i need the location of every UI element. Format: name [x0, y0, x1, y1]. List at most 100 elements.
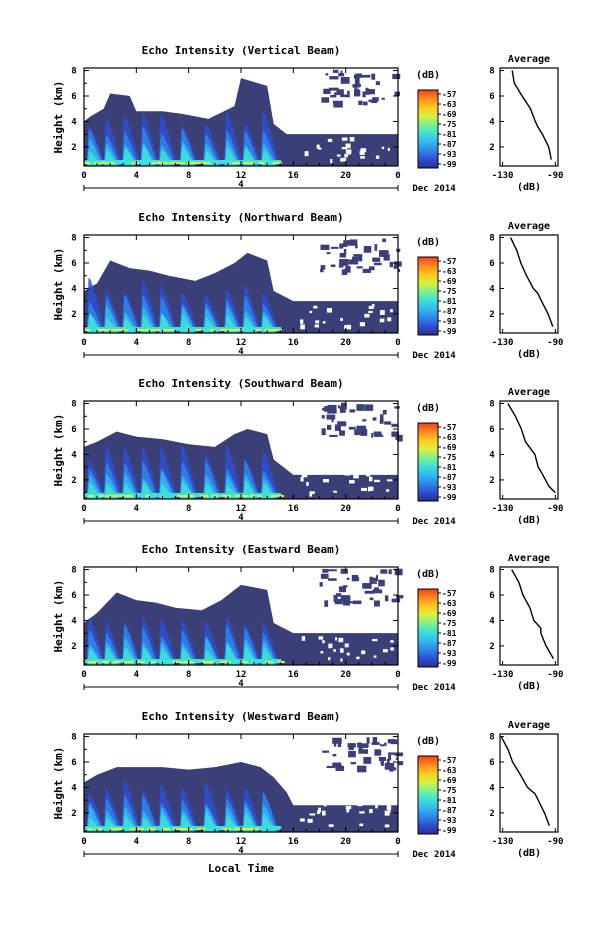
y-tick-label: 8	[71, 67, 76, 77]
x-tick-label: 4	[134, 504, 140, 514]
colorbar-tick-label: -69	[442, 110, 457, 119]
average-frame	[499, 67, 559, 167]
echo-speckle	[380, 759, 384, 764]
echo-speckle	[333, 100, 343, 108]
echo-gap	[359, 322, 366, 327]
surface-strong-echo	[135, 828, 144, 830]
echo-speckle	[389, 767, 394, 772]
echo-gap	[327, 138, 333, 143]
x-tick-label: 8	[186, 338, 191, 348]
echo-speckle	[358, 749, 369, 754]
avg-y-tick-label: 2	[489, 310, 494, 320]
echo-gap	[340, 317, 343, 322]
echo-speckle	[340, 568, 348, 574]
echo-speckle	[321, 428, 326, 436]
x-tick-label: 0	[81, 338, 86, 348]
echo-speckle	[363, 246, 372, 253]
surface-strong-echo	[176, 661, 183, 663]
x-tick-label: 16	[288, 171, 299, 181]
echo-gap	[359, 811, 365, 814]
surface-strong-echo	[151, 661, 157, 663]
colorbar-tick-label: -87	[442, 639, 457, 648]
echo-speckle	[324, 600, 329, 607]
echo-speckle	[340, 94, 349, 98]
avg-x-tick-label: -90	[547, 504, 563, 514]
echo-gap	[375, 155, 380, 159]
surface-strong-echo	[196, 828, 206, 830]
echo-speckle	[329, 76, 339, 80]
echo-gap	[384, 470, 387, 475]
surface-strong-echo	[182, 495, 190, 497]
echo-gap	[387, 317, 392, 322]
echo-gap	[344, 643, 349, 648]
echo-gap	[368, 486, 374, 491]
echo-speckle	[326, 252, 331, 255]
x-tick-label: 20	[340, 837, 351, 847]
echo-gap	[320, 651, 324, 654]
echo-speckle	[333, 742, 337, 747]
echo-speckle	[373, 262, 382, 266]
echo-gap	[353, 473, 359, 479]
y-tick-label: 4	[71, 783, 77, 793]
echo-speckle	[394, 406, 400, 409]
echo-speckle	[336, 89, 344, 96]
echo-speckle	[366, 89, 375, 95]
echo-gap	[304, 151, 309, 157]
surface-band	[85, 327, 282, 331]
colorbar-tick-label: -99	[442, 160, 457, 169]
echo-gap	[346, 652, 350, 656]
surface-strong-echo	[195, 329, 202, 331]
surface-strong-echo	[209, 329, 217, 331]
colorbar	[417, 422, 439, 502]
echo-speckle	[374, 434, 384, 437]
avg-x-label: (dB)	[517, 515, 541, 526]
panel-title: Echo Intensity (Southward Beam)	[138, 377, 343, 390]
echo-speckle	[343, 585, 348, 588]
surface-strong-echo	[137, 329, 145, 331]
colorbar	[417, 588, 439, 668]
x-tick-label: 4	[134, 837, 140, 847]
echo-speckle	[352, 256, 361, 260]
echo-gap	[368, 310, 373, 314]
echo-gap	[345, 149, 352, 154]
average-frame	[499, 733, 559, 833]
echo-speckle	[391, 598, 401, 603]
echo-gap	[306, 481, 309, 486]
echo-gap	[328, 824, 334, 827]
echo-speckle	[329, 434, 338, 437]
echo-gap	[360, 156, 365, 159]
echo-speckle	[320, 268, 324, 273]
echo-gap	[309, 492, 313, 497]
colorbar	[417, 755, 439, 835]
surface-strong-echo	[238, 495, 249, 497]
avg-x-tick-label: -130	[492, 670, 514, 680]
y-tick-label: 4	[71, 284, 77, 294]
echo-speckle	[392, 73, 401, 80]
surface-strong-echo	[205, 162, 211, 164]
echo-speckle	[362, 583, 372, 589]
echo-gap	[346, 808, 350, 812]
colorbar-tick-label: -69	[442, 443, 457, 452]
panel-title: Echo Intensity (Westward Beam)	[142, 710, 341, 723]
colorbar-unit: (dB)	[416, 70, 440, 81]
echo-speckle	[391, 767, 397, 771]
echo-gap	[309, 310, 313, 314]
avg-y-tick-label: 4	[489, 783, 495, 793]
y-tick-label: 6	[71, 758, 76, 768]
surface-strong-echo	[150, 329, 160, 331]
echo-gap	[336, 154, 341, 157]
echo-gap	[379, 310, 385, 315]
echo-speckle	[396, 595, 404, 599]
colorbar-tick-label: -69	[442, 277, 457, 286]
y-tick-label: 8	[71, 234, 76, 244]
y-tick-label: 4	[71, 450, 77, 460]
echo-speckle	[384, 595, 389, 602]
average-profile-line	[507, 403, 556, 494]
surface-strong-echo	[272, 162, 282, 164]
echo-speckle	[374, 244, 378, 251]
echo-gap	[349, 480, 355, 484]
echo-speckle	[330, 246, 339, 249]
y-tick-label: 6	[71, 92, 76, 102]
colorbar-unit: (dB)	[416, 736, 440, 747]
surface-strong-echo	[129, 828, 136, 830]
